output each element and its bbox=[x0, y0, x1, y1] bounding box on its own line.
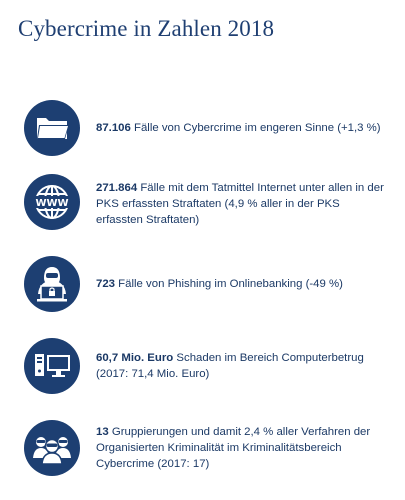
www-globe-icon: WWW bbox=[24, 174, 80, 230]
stat-text: 87.106 Fälle von Cybercrime im engeren S… bbox=[96, 120, 396, 136]
stat-text: 13 Gruppierungen und damit 2,4 % aller V… bbox=[96, 424, 396, 472]
page-title: Cybercrime in Zahlen 2018 bbox=[18, 16, 275, 41]
stat-value: 13 bbox=[96, 426, 109, 438]
stat-description: Fälle von Cybercrime im engeren Sinne (+… bbox=[130, 122, 381, 134]
svg-text:WWW: WWW bbox=[35, 198, 68, 209]
stat-item-cybercrime-cases: 87.106 Fälle von Cybercrime im engeren S… bbox=[24, 100, 394, 156]
computer-icon bbox=[24, 338, 80, 394]
stat-text: 60,7 Mio. Euro Schaden im Bereich Comput… bbox=[96, 350, 381, 382]
folder-icon bbox=[24, 100, 80, 156]
stat-value: 723 bbox=[96, 278, 116, 290]
group-masked-people-icon bbox=[24, 420, 80, 476]
stat-text: 723 Fälle von Phishing im Onlinebanking … bbox=[96, 276, 386, 292]
stat-description: Fälle von Phishing im Onlinebanking (-49… bbox=[115, 278, 343, 290]
stat-text: 271.864 Fälle mit dem Tatmittel Internet… bbox=[96, 180, 386, 228]
hacker-laptop-icon bbox=[24, 256, 80, 312]
stat-description: Fälle mit dem Tatmittel Internet unter a… bbox=[96, 182, 384, 226]
stat-value: 60,7 Mio. Euro bbox=[96, 352, 174, 364]
stat-description: Gruppierungen und damit 2,4 % aller Verf… bbox=[96, 426, 371, 470]
stat-value: 87.106 bbox=[96, 122, 131, 134]
stat-item-internet-cases: WWW 271.864 Fälle mit dem Tatmittel Inte… bbox=[24, 174, 394, 230]
stat-item-phishing: 723 Fälle von Phishing im Onlinebanking … bbox=[24, 256, 394, 312]
stat-description: Schaden im Bereich Computerbetrug (2017:… bbox=[96, 352, 364, 380]
stat-item-organized-crime: 13 Gruppierungen und damit 2,4 % aller V… bbox=[24, 420, 394, 476]
stat-value: 271.864 bbox=[96, 182, 138, 194]
stat-item-computer-fraud: 60,7 Mio. Euro Schaden im Bereich Comput… bbox=[24, 338, 394, 394]
